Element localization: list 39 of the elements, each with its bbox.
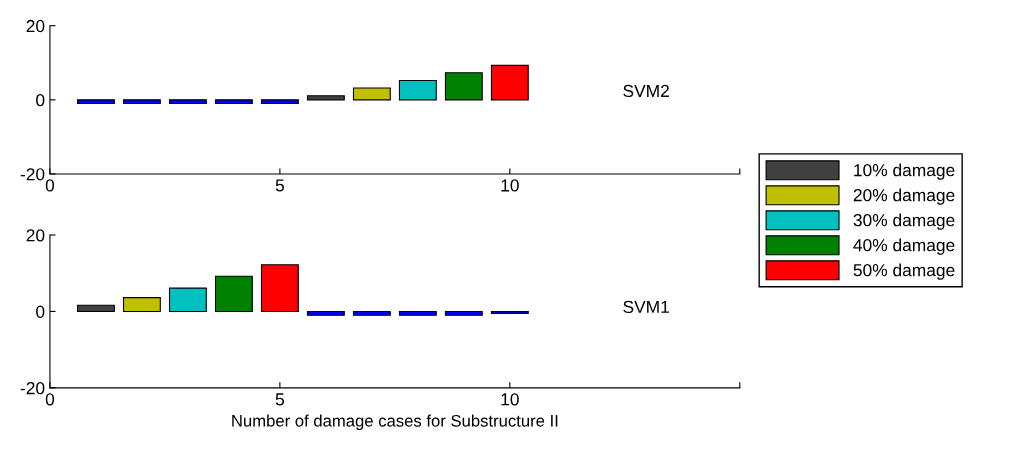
x-axis-title: Number of damage cases for Substructure II [232,414,558,430]
bar [122,99,161,105]
y-tick-label: 20 [26,229,45,242]
annotation: SVM2 [623,84,669,98]
legend-label: 30% damage [853,213,955,230]
y-tick-label: 0 [36,94,45,107]
x-tick-label: 0 [45,179,55,192]
x-tick-label: 5 [275,393,284,406]
legend-label: 10% damage [854,163,955,180]
bar [352,310,391,316]
bar [168,287,207,312]
bar [122,297,161,312]
bar [260,264,299,312]
bar [490,64,529,101]
bar [398,80,437,101]
bar [214,99,253,105]
y-tick-label: -20 [20,382,45,395]
x-tick-label: 0 [45,393,55,406]
y-tick-label: 0 [36,305,45,318]
bar [168,99,207,105]
y-tick-label: -20 [20,168,45,181]
legend-label: 20% damage [853,188,955,205]
annotation: SVM1 [623,300,669,314]
x-tick-label: 5 [275,179,284,192]
bar [76,304,115,312]
x-tick-label: 10 [501,179,519,192]
bar [306,310,345,316]
y-tick-label: 20 [26,19,45,33]
bar [352,87,391,101]
bar [76,99,115,105]
bar [444,310,483,316]
bar [444,72,483,101]
bar [214,275,253,312]
bar [306,95,345,101]
bar [260,99,299,105]
bar [398,310,437,316]
legend-label: 50% damage [853,263,955,280]
x-tick-label: 10 [501,393,519,406]
legend-label: 40% damage [853,238,955,255]
